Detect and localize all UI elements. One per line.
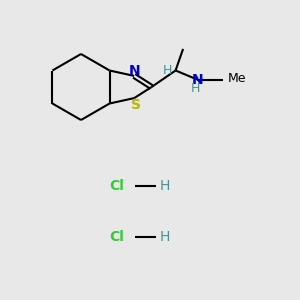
Text: H: H [163, 64, 172, 77]
Text: Me: Me [228, 72, 247, 85]
Text: N: N [128, 64, 140, 77]
Text: H: H [160, 179, 170, 193]
Text: Cl: Cl [110, 179, 124, 193]
Text: S: S [131, 98, 141, 112]
Text: H: H [190, 82, 200, 95]
Text: Cl: Cl [110, 230, 124, 244]
Text: H: H [160, 230, 170, 244]
Text: N: N [191, 73, 203, 86]
